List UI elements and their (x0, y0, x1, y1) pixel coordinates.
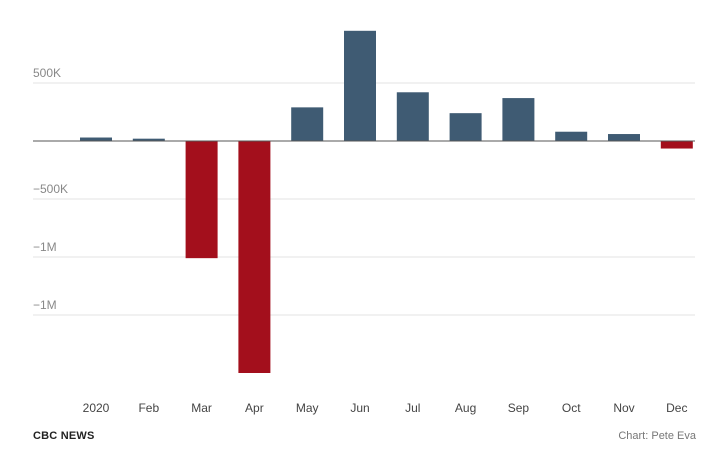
bar-may (291, 107, 324, 141)
y-axis-tick-labels: 500K −500K −1M −1M (33, 66, 68, 312)
x-category-label: May (296, 401, 319, 415)
source-label: CBC NEWS (33, 430, 95, 442)
x-category-label: Nov (613, 401, 634, 415)
bar-feb (132, 138, 165, 141)
bars (80, 30, 693, 373)
x-category-label: Feb (138, 401, 159, 415)
y-tick-label: −1M (33, 298, 57, 312)
x-axis-category-labels: 2020 Feb Mar Apr May Jun Jul Aug Sep Oct Nov Dec (83, 401, 688, 415)
bar-sep (502, 98, 535, 141)
y-tick-label: −1M (33, 240, 57, 254)
bar-nov (608, 134, 640, 141)
bar-2020 (80, 137, 112, 141)
bar-chart: 500K −500K −1M −1M 2020 Feb Mar Apr May Jun Jul Au… (33, 30, 695, 415)
x-category-label: Aug (455, 401, 476, 415)
bar-jun (344, 30, 376, 141)
x-category-label: Oct (562, 401, 581, 415)
bar-oct (555, 131, 588, 141)
y-tick-label: −500K (33, 182, 68, 196)
x-category-label: Apr (245, 401, 264, 415)
bar-mar (185, 141, 218, 259)
x-category-label: Jun (350, 401, 369, 415)
x-category-label: 2020 (83, 401, 110, 415)
y-tick-label: 500K (33, 66, 61, 80)
x-category-label: Sep (508, 401, 530, 415)
bar-apr (238, 141, 271, 373)
credit-label: Chart: Pete Eva (618, 430, 696, 442)
x-category-label: Jul (405, 401, 420, 415)
x-category-label: Dec (666, 401, 687, 415)
bar-aug (449, 113, 482, 141)
bar-dec (660, 141, 693, 149)
bar-jul (396, 92, 429, 141)
x-category-label: Mar (191, 401, 212, 415)
